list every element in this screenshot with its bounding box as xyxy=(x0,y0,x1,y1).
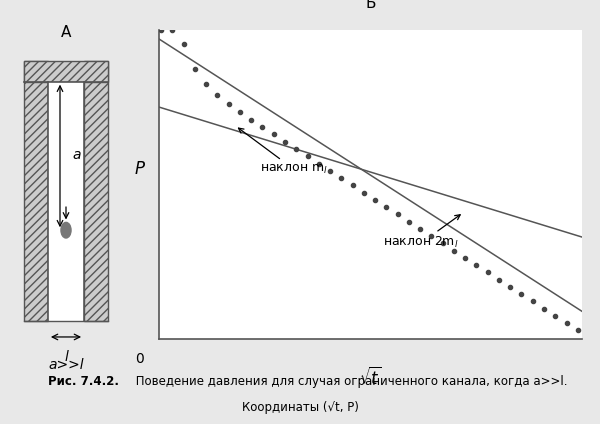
Bar xyxy=(48,82,84,321)
Text: P: P xyxy=(135,160,145,178)
Bar xyxy=(24,61,48,321)
Text: Поведение давления для случая ограниченного канала, когда a>>l.: Поведение давления для случая ограниченн… xyxy=(132,375,568,388)
Text: a>>l: a>>l xyxy=(48,358,84,372)
Text: Б: Б xyxy=(365,0,376,11)
Bar xyxy=(24,61,108,82)
Text: l: l xyxy=(64,350,68,364)
Text: a: a xyxy=(72,148,80,162)
Ellipse shape xyxy=(61,222,71,238)
Bar xyxy=(84,61,108,321)
Text: наклон 2m$_l$: наклон 2m$_l$ xyxy=(383,215,460,251)
Text: Координаты (√t, P): Координаты (√t, P) xyxy=(242,401,358,414)
Text: Рис. 7.4.2.: Рис. 7.4.2. xyxy=(48,375,119,388)
Text: $\sqrt{t}$: $\sqrt{t}$ xyxy=(359,367,382,389)
Text: 0: 0 xyxy=(136,351,145,365)
Text: наклон m$_l$: наклон m$_l$ xyxy=(238,128,328,176)
Text: А: А xyxy=(61,25,71,40)
